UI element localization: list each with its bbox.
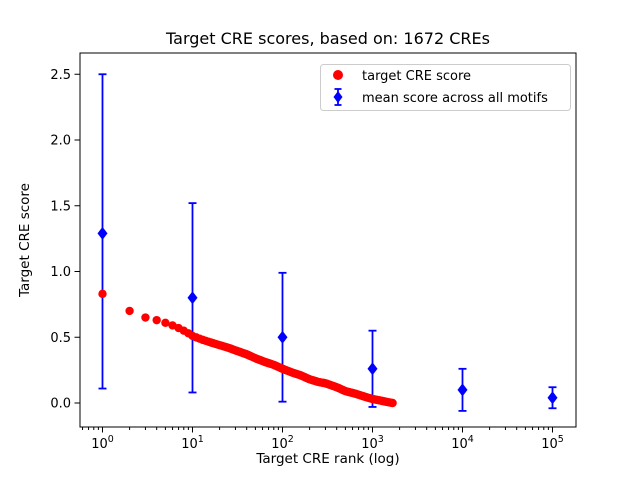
target-score-dot: [161, 318, 170, 327]
y-tick-label: 0.0: [50, 397, 71, 412]
x-axis-major-ticks: 100 101 102 103 104 105: [91, 427, 564, 452]
x-tick-label: 100: [91, 434, 114, 452]
mean-score-diamond-marker: [187, 291, 198, 305]
x-tick-label: 105: [541, 434, 564, 452]
y-tick-label: 1.0: [50, 265, 71, 280]
y-tick-label: 0.5: [50, 331, 71, 346]
legend-box: [320, 64, 571, 111]
y-tick-label: 2.5: [50, 68, 71, 83]
y-axis-ticks: 0.0 0.5 1.0 1.5 2.0 2.5: [50, 68, 80, 412]
mean-score-diamond-marker: [367, 362, 378, 376]
legend: target CRE score mean score across all m…: [320, 64, 571, 111]
target-score-dot: [125, 306, 134, 316]
target-score-dot: [98, 289, 107, 299]
y-tick-label: 2.0: [50, 134, 71, 149]
target-score-scatter-series: [98, 289, 397, 408]
target-score-dot: [141, 313, 150, 322]
chart-title: Target CRE scores, based on: 1672 CREs: [165, 29, 490, 48]
legend-mean-errorbar-icon: [333, 88, 343, 106]
target-score-dot: [152, 315, 161, 325]
mean-score-diamond-marker: [277, 330, 288, 344]
y-tick-label: 1.5: [50, 199, 71, 214]
y-axis-label: Target CRE score: [17, 183, 33, 298]
x-tick-label: 104: [451, 434, 474, 452]
mean-score-diamond-marker: [547, 391, 558, 405]
legend-target-marker-icon: [333, 70, 343, 80]
x-axis-minor-ticks: [82, 427, 549, 430]
plot-area: [79, 52, 577, 428]
mean-score-diamond-marker: [457, 383, 468, 397]
legend-mean-diamond-marker: [333, 91, 343, 103]
x-tick-label: 103: [361, 434, 384, 452]
legend-mean-label: mean score across all motifs: [362, 91, 548, 106]
legend-target-label: target CRE score: [362, 69, 471, 84]
mean-score-diamond-marker: [97, 226, 108, 240]
x-tick-label: 102: [271, 434, 294, 452]
x-axis-label: Target CRE rank (log): [255, 451, 399, 467]
mean-score-errorbar-series: [97, 73, 558, 412]
target-score-dot: [388, 398, 397, 408]
x-tick-label: 101: [181, 434, 204, 452]
